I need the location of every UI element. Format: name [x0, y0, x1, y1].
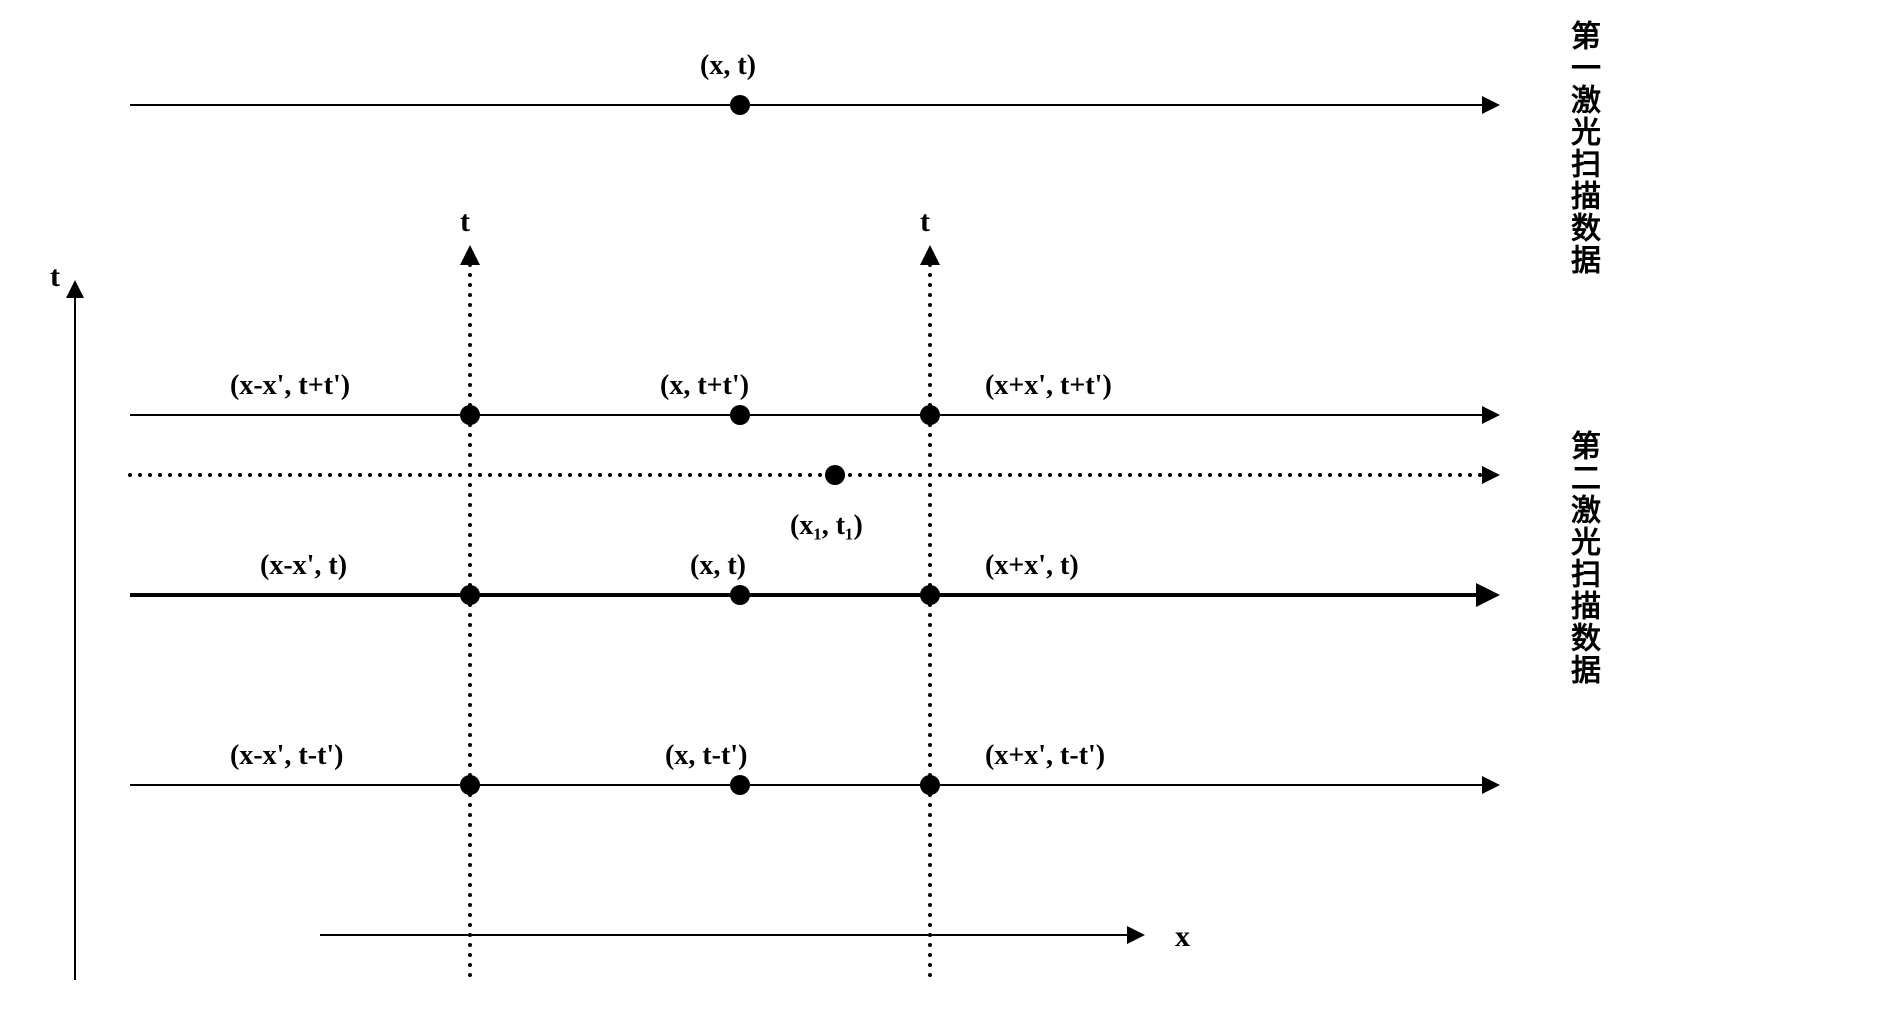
coord-label: (x-x', t)	[260, 550, 347, 582]
coord-label: t	[460, 205, 470, 239]
coord-label: t	[50, 260, 60, 294]
coord-label: t	[920, 205, 930, 239]
coord-label: (x-x', t-t')	[230, 740, 344, 772]
coord-label: (x+x', t-t')	[985, 740, 1105, 772]
side-label: 第二激光扫描数据	[1560, 430, 1604, 686]
coord-label: (x+x', t)	[985, 550, 1079, 582]
coord-label: (x, t)	[700, 50, 756, 82]
coord-label: (x+x', t+t')	[985, 370, 1112, 402]
coord-label: (x, t-t')	[665, 740, 747, 772]
coord-label: (x-x', t+t')	[230, 370, 350, 402]
coord-label: x	[1175, 920, 1190, 954]
diagram-svg	[0, 0, 1897, 1018]
side-label: 第一激光扫描数据	[1560, 20, 1604, 276]
coord-label: (x, t+t')	[660, 370, 749, 402]
coord-label: (x₁, t₁)	[790, 510, 863, 542]
coord-label: (x, t)	[690, 550, 746, 582]
